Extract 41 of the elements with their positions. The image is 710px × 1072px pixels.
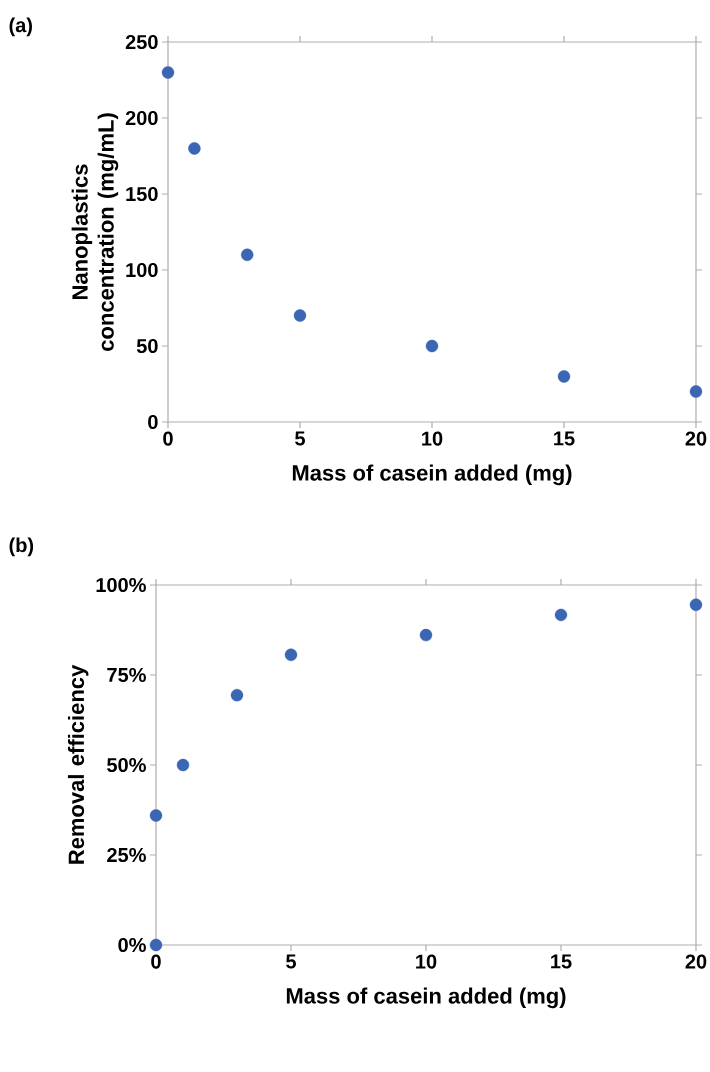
y-tick-label: 100: [126, 262, 158, 278]
point: [149, 938, 163, 952]
point: [554, 608, 568, 622]
y-tick-label: 150: [126, 186, 158, 202]
y-axis-title: Nanoplastics concentration (mg/mL): [71, 113, 119, 351]
point: [425, 339, 439, 353]
y-tick-label: 25%: [107, 847, 146, 863]
y-tick-label: 75%: [107, 667, 146, 683]
point: [149, 809, 163, 822]
x-tick-label: 15: [551, 954, 572, 969]
y-tick-label: 0: [148, 414, 158, 430]
point: [284, 648, 298, 662]
y-tick-label: 50%: [107, 757, 146, 773]
y-axis-title: Removal efficiency: [67, 664, 89, 864]
point: [293, 309, 307, 322]
y-tick-label: 200: [125, 110, 158, 126]
point: [176, 758, 190, 772]
x-axis-title: Mass of casein added (mg): [286, 987, 566, 1009]
point: [557, 370, 571, 383]
point: [241, 248, 254, 261]
chart-title: (a): [9, 17, 32, 37]
point: [230, 688, 244, 702]
x-tick-label: 0: [163, 431, 173, 446]
point: [689, 598, 703, 611]
y-tick-label: 250: [125, 34, 158, 50]
point: [689, 385, 703, 398]
x-tick-label: 20: [685, 954, 707, 969]
chart-title: (b): [9, 537, 34, 557]
y-tick-label: 50: [136, 338, 158, 354]
point: [419, 628, 433, 642]
x-tick-label: 5: [286, 954, 296, 969]
point: [188, 142, 201, 155]
y-tick-label: 100%: [96, 577, 146, 593]
x-axis-title: Mass of casein added (mg): [292, 464, 572, 486]
point: [161, 66, 175, 79]
x-tick-label: 20: [685, 431, 707, 446]
x-tick-label: 5: [295, 431, 305, 446]
x-tick-label: 15: [554, 431, 575, 446]
x-tick-label: 10: [416, 954, 437, 969]
y-tick-label: 0%: [118, 937, 146, 953]
x-tick-label: 10: [422, 431, 443, 446]
